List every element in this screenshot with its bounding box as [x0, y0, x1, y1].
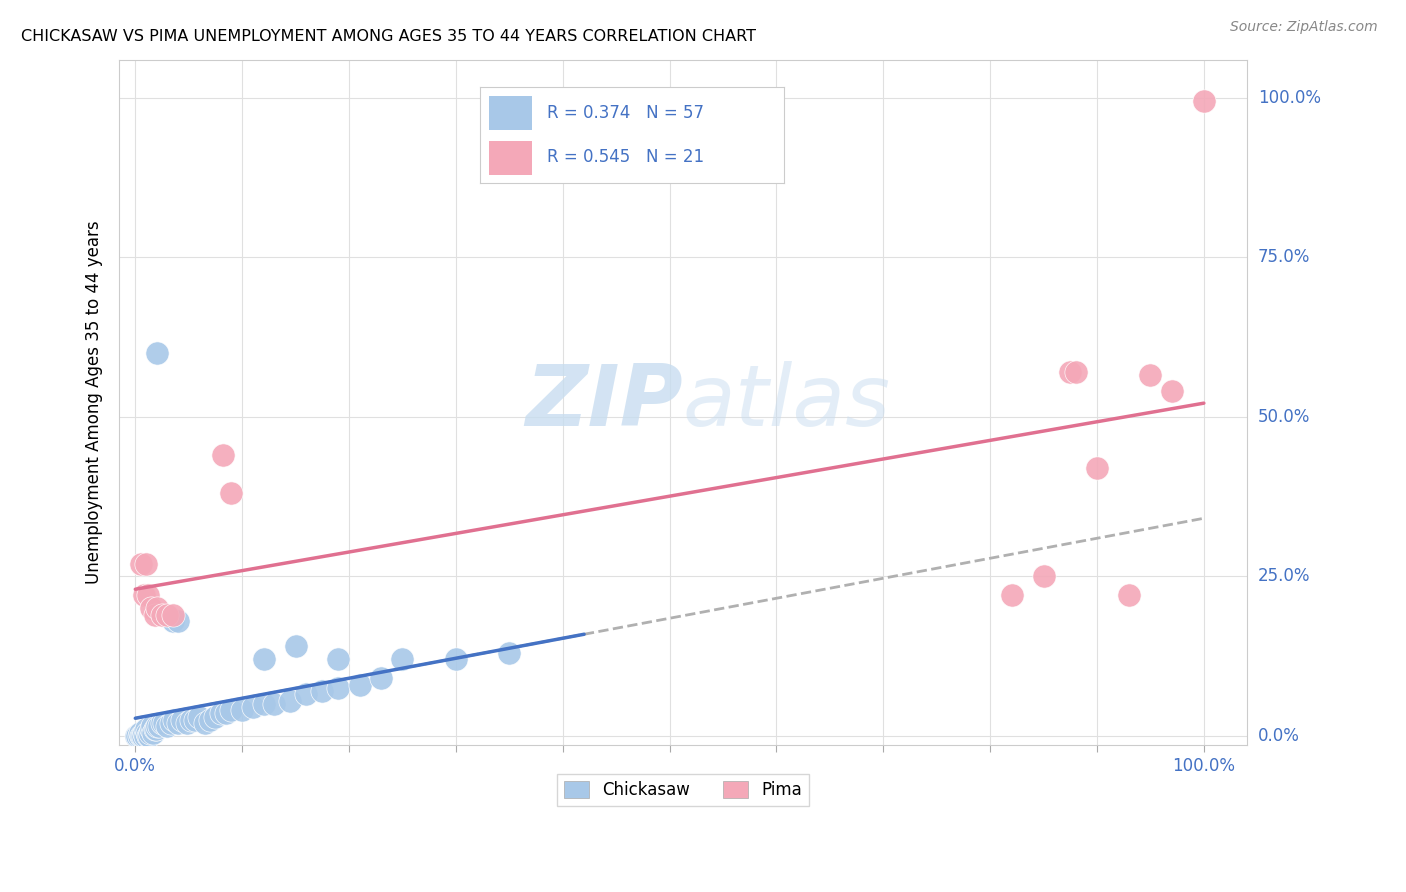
Legend: Chickasaw, Pima: Chickasaw, Pima [557, 774, 808, 805]
Point [278, 693, 301, 707]
Point [215, 706, 238, 721]
Point [209, 706, 232, 721]
Point [370, 671, 392, 685]
Point [252, 697, 274, 711]
Point [184, 713, 207, 727]
Point [1118, 588, 1140, 602]
Text: 75.0%: 75.0% [1258, 248, 1310, 267]
Point [143, 723, 166, 737]
Text: atlas: atlas [683, 361, 891, 444]
Text: 25.0%: 25.0% [1258, 567, 1310, 585]
Point [231, 703, 253, 717]
Point [129, 557, 152, 571]
Point [132, 588, 155, 602]
Point [125, 729, 148, 743]
Point [349, 678, 371, 692]
Point [1032, 569, 1054, 583]
Text: CHICKASAW VS PIMA UNEMPLOYMENT AMONG AGES 35 TO 44 YEARS CORRELATION CHART: CHICKASAW VS PIMA UNEMPLOYMENT AMONG AGE… [21, 29, 756, 44]
Point [145, 723, 167, 737]
Point [156, 719, 179, 733]
Point [444, 652, 467, 666]
Point [136, 725, 159, 739]
Point [1064, 365, 1087, 379]
Point [148, 719, 170, 733]
Point [141, 719, 163, 733]
Text: ZIP: ZIP [526, 361, 683, 444]
Point [139, 725, 162, 739]
Point [131, 729, 153, 743]
Point [162, 607, 184, 622]
Point [150, 715, 173, 730]
Text: 100.0%: 100.0% [1258, 89, 1320, 107]
Point [145, 719, 167, 733]
Point [204, 709, 226, 723]
Point [1139, 368, 1161, 383]
Point [138, 729, 160, 743]
Point [132, 729, 155, 743]
Point [136, 729, 159, 743]
Point [172, 713, 194, 727]
Point [194, 715, 217, 730]
Point [311, 684, 333, 698]
Point [498, 646, 520, 660]
Point [252, 652, 274, 666]
Point [129, 729, 152, 743]
Point [135, 723, 157, 737]
Point [328, 681, 350, 695]
Point [1192, 94, 1215, 108]
Point [221, 486, 243, 500]
Point [142, 725, 165, 739]
Text: Source: ZipAtlas.com: Source: ZipAtlas.com [1230, 20, 1378, 34]
Point [153, 715, 176, 730]
Point [159, 715, 181, 730]
Point [167, 715, 190, 730]
Point [221, 703, 243, 717]
Text: 0.0%: 0.0% [1258, 727, 1299, 745]
Point [180, 713, 202, 727]
Point [141, 723, 163, 737]
Point [198, 713, 221, 727]
Point [127, 729, 149, 743]
Text: 50.0%: 50.0% [1258, 408, 1310, 425]
Point [143, 607, 166, 622]
Point [136, 588, 159, 602]
Point [328, 652, 350, 666]
Point [150, 607, 173, 622]
Y-axis label: Unemployment Among Ages 35 to 44 years: Unemployment Among Ages 35 to 44 years [86, 220, 103, 584]
Point [1059, 365, 1081, 379]
Point [128, 725, 150, 739]
Point [145, 346, 167, 360]
Point [176, 715, 198, 730]
Point [1160, 384, 1182, 399]
Point [263, 697, 285, 711]
Point [135, 557, 157, 571]
Point [295, 687, 318, 701]
Point [128, 729, 150, 743]
Point [162, 614, 184, 628]
Point [167, 614, 190, 628]
Point [391, 652, 413, 666]
Point [132, 725, 155, 739]
Point [1000, 588, 1022, 602]
Point [141, 601, 163, 615]
Point [212, 448, 235, 462]
Point [242, 700, 264, 714]
Point [134, 729, 156, 743]
Point [1085, 460, 1108, 475]
Point [284, 640, 307, 654]
Point [163, 713, 186, 727]
Point [145, 601, 167, 615]
Point [156, 607, 179, 622]
Point [188, 709, 211, 723]
